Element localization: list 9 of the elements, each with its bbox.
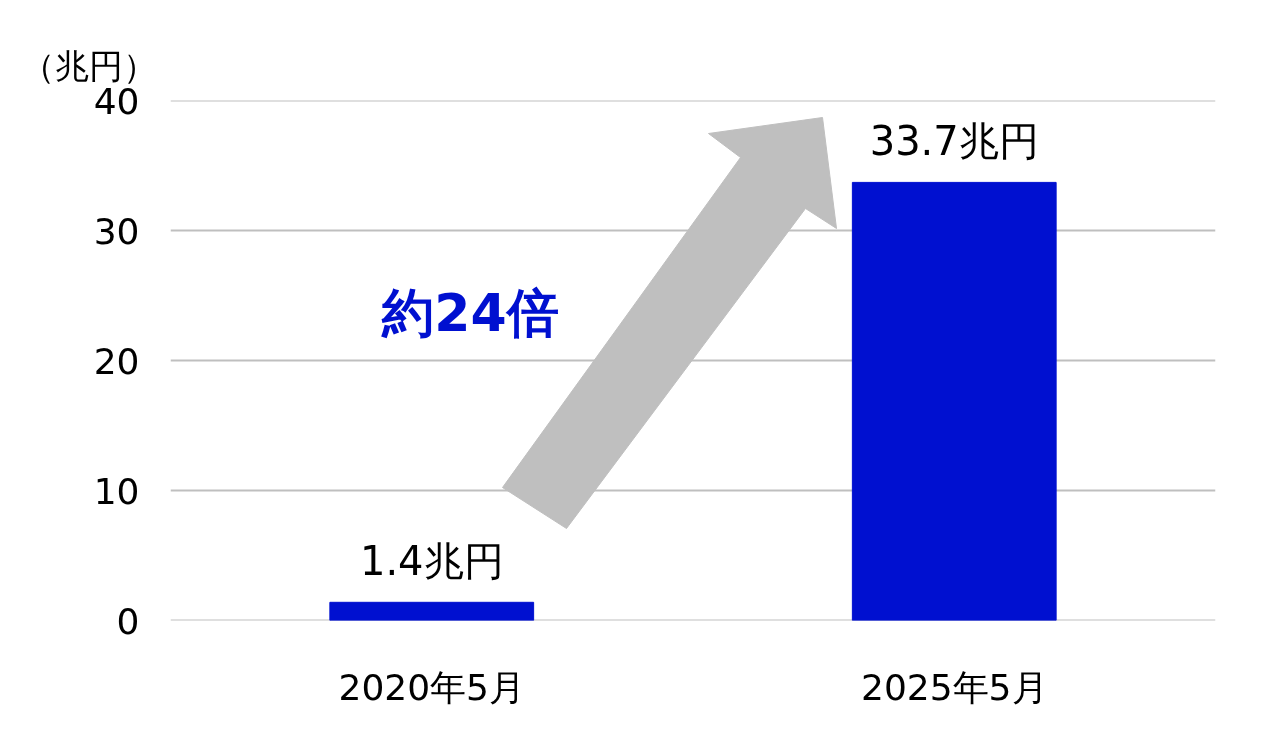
annotation: 約24倍 — [381, 282, 559, 343]
y-tick-label: 0 — [116, 600, 140, 642]
y-tick-label: 30 — [93, 210, 140, 252]
y-tick-label: 20 — [93, 340, 140, 382]
y-tick-label: 10 — [93, 470, 140, 512]
x-tick-label: 2025年5月 — [860, 666, 1048, 708]
data-label: 33.7兆円 — [869, 118, 1039, 165]
data-label: 1.4兆円 — [359, 538, 504, 585]
x-tick-label: 2020年5月 — [338, 666, 526, 708]
